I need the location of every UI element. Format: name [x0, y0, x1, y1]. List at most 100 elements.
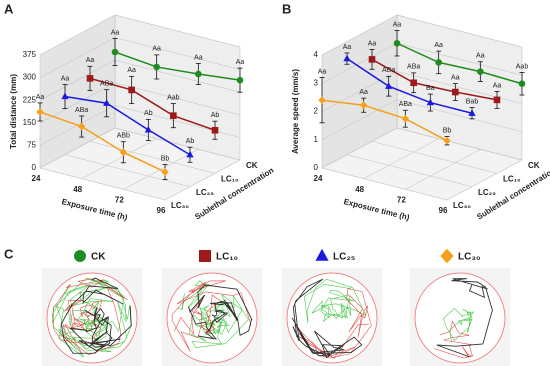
dish-rim	[166, 272, 258, 364]
significance-letter: Aa	[111, 29, 120, 36]
data-point	[393, 39, 401, 47]
y-tick-label: 300	[23, 73, 37, 82]
legend-label: CK	[91, 252, 106, 263]
significance-letter: Ba	[426, 85, 435, 92]
trajectory	[171, 280, 252, 352]
grid-line	[321, 14, 523, 56]
series-line	[114, 51, 241, 81]
legend-label: LC₁₀	[216, 252, 238, 263]
data-point	[385, 82, 393, 89]
depth-tick-label: LC₁₀	[221, 174, 239, 183]
grid-line	[405, 149, 481, 190]
series-line	[321, 99, 448, 142]
grid-line	[371, 141, 498, 174]
data-point	[36, 107, 44, 116]
legend-marker	[315, 248, 329, 261]
significance-letter: Bb	[443, 127, 452, 134]
trajectory	[434, 320, 474, 359]
significance-letter: Bb	[161, 155, 170, 162]
data-point	[153, 63, 160, 71]
significance-letter: Aa	[127, 67, 136, 74]
significance-letter: Aab	[167, 94, 180, 101]
significance-letter: Bab	[466, 98, 479, 105]
significance-letter: Aa	[343, 44, 352, 51]
significance-letter: Aa	[368, 40, 377, 47]
y-tick-label: 0	[314, 163, 319, 172]
significance-letter: ABa	[75, 107, 88, 114]
significance-letter: Aa	[476, 53, 485, 60]
y-tick-label: 0	[32, 163, 37, 172]
grid-line	[164, 159, 241, 201]
grid-line	[321, 71, 523, 112]
significance-letter: ABa	[407, 64, 420, 71]
significance-letter: Aa	[434, 42, 443, 49]
data-point	[236, 76, 244, 84]
depth-tick-label: LC₃₀	[453, 201, 471, 210]
data-point	[61, 92, 69, 100]
significance-letter: ABa	[100, 81, 113, 88]
y-axis-title: Total distance (mm)	[9, 74, 18, 149]
trajectory	[303, 278, 367, 324]
y-tick-label: 4	[314, 50, 319, 59]
y-tick-label: 375	[23, 50, 37, 59]
data-point	[401, 114, 409, 123]
significance-letter: Aa	[61, 75, 70, 82]
significance-letter: ABa	[382, 67, 395, 74]
grid-line	[64, 154, 191, 187]
y-tick-label: 2	[314, 107, 319, 116]
legend-marker	[199, 250, 211, 262]
grid-line	[363, 138, 439, 179]
significance-letter: Ab	[186, 138, 195, 145]
significance-letter: Ab	[211, 112, 220, 119]
trajectory	[291, 278, 363, 359]
trajectory	[51, 278, 132, 358]
data-point	[468, 109, 476, 116]
legend-marker	[440, 248, 454, 264]
data-point	[410, 79, 417, 87]
grid-line	[39, 105, 241, 146]
significance-letter: Aa	[359, 89, 368, 96]
depth-tick-label: CK	[528, 161, 540, 170]
grid-line	[89, 141, 216, 174]
y-tick-label: 150	[23, 118, 37, 127]
grid-line	[81, 138, 157, 179]
data-point	[518, 80, 526, 88]
depth-tick-label: LC₂₅	[478, 188, 496, 197]
trajectory	[443, 307, 475, 343]
grid-line	[396, 127, 523, 161]
dish-rim	[286, 272, 378, 364]
y-tick-label: 1	[314, 135, 319, 144]
y-tick-label: 75	[27, 141, 36, 150]
trajectory	[436, 278, 493, 358]
data-point	[493, 96, 501, 104]
grid-line	[346, 154, 473, 187]
series-line	[371, 58, 498, 101]
grid-line	[39, 82, 241, 124]
significance-letter: Aa	[393, 21, 402, 28]
significance-letter: ABa	[399, 101, 412, 108]
x-tick-label: 24	[314, 174, 323, 183]
significance-letter: Aa	[493, 82, 502, 89]
data-point	[360, 101, 368, 110]
trajectory	[60, 277, 132, 354]
grid-line	[321, 99, 523, 141]
data-point	[443, 136, 451, 145]
grid-line	[321, 167, 448, 201]
data-point	[343, 54, 351, 62]
significance-letter: Aa	[152, 46, 161, 53]
x-tick-label: 48	[73, 185, 82, 194]
y-tick-label: 3	[314, 78, 319, 87]
depth-tick-label: LC₁₀	[503, 174, 521, 183]
legend-label: LC₂₅	[333, 252, 356, 263]
grid-line	[39, 127, 116, 169]
y-tick-label: 225	[23, 95, 37, 104]
depth-tick-label: LC₃₀	[171, 201, 189, 210]
significance-letter: Ab	[144, 110, 153, 117]
data-point	[318, 96, 326, 105]
data-point	[435, 59, 442, 66]
grid-line	[114, 127, 241, 161]
data-point	[477, 68, 484, 75]
series-line	[89, 77, 216, 131]
series-line	[39, 111, 166, 173]
significance-letter: Aa	[194, 54, 203, 61]
